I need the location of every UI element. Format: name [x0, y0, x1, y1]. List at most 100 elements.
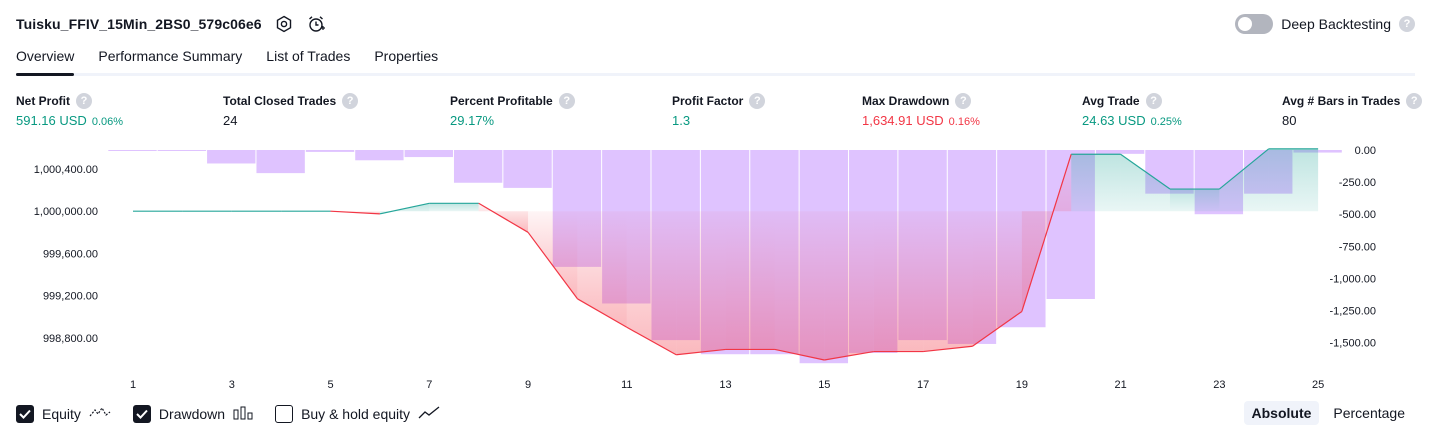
equity-fill-segment: [577, 211, 626, 327]
info-icon[interactable]: ?: [342, 93, 358, 109]
metric-avg-trade: Avg Trade? 24.63 USD 0.25%: [1082, 93, 1182, 128]
drawdown-bar: [306, 150, 354, 152]
strategy-header: Tuisku_FFIV_15Min_2BS0_579c06e6: [16, 12, 326, 36]
equity-fill-segment: [676, 211, 725, 355]
metric-net-profit: Net Profit? 591.16 USD 0.06%: [16, 93, 123, 128]
tab-performance-summary[interactable]: Performance Summary: [98, 46, 242, 73]
left-axis-tick-label: 999,600.00: [43, 248, 98, 260]
drawdown-bar: [256, 150, 304, 173]
x-axis-tick-label: 23: [1213, 379, 1225, 391]
metric-value: 1.3: [672, 113, 690, 128]
percentage-button[interactable]: Percentage: [1325, 401, 1413, 425]
left-axis-tick-label: 998,800.00: [43, 333, 98, 345]
metric-max-drawdown: Max Drawdown? 1,634.91 USD 0.16%: [862, 93, 980, 128]
metric-label: Percent Profitable: [450, 94, 553, 108]
metric-label: Net Profit: [16, 94, 70, 108]
equity-drawdown-chart[interactable]: 1,000,400.00 1,000,000.00 999,600.00 999,20…: [0, 140, 1431, 392]
info-icon[interactable]: ?: [1146, 93, 1162, 109]
drawdown-bar: [405, 150, 453, 157]
equity-fill-segment: [528, 211, 577, 299]
right-axis-tick-label: -250.00: [1339, 177, 1376, 189]
right-axis-tick-label: -1,500.00: [1330, 338, 1376, 350]
metric-avg-bars-in-trades: Avg # Bars in Trades? 80: [1282, 93, 1422, 128]
drawdown-label: Drawdown: [159, 406, 225, 422]
x-axis-tick-label: 11: [621, 379, 632, 391]
metric-percent: 0.16%: [949, 116, 980, 128]
equity-fill-segment: [627, 211, 676, 355]
left-axis-tick-label: 1,000,400.00: [34, 164, 98, 176]
metric-value: 24.63 USD: [1082, 113, 1146, 128]
metric-label: Avg Trade: [1082, 94, 1140, 108]
equity-fill-segment: [1269, 149, 1318, 211]
metric-value: 80: [1282, 113, 1296, 128]
equity-fill-segment: [824, 211, 873, 360]
deep-backtesting-label: Deep Backtesting: [1281, 16, 1391, 32]
buy-hold-label: Buy & hold equity: [301, 406, 410, 422]
metric-percent-profitable: Percent Profitable? 29.17%: [450, 93, 575, 128]
tab-list-of-trades[interactable]: List of Trades: [266, 46, 350, 73]
strategy-title: Tuisku_FFIV_15Min_2BS0_579c06e6: [16, 16, 262, 32]
drawdown-bar: [158, 150, 206, 151]
right-axis-tick-label: -1,000.00: [1330, 273, 1376, 285]
equity-fill-segment: [726, 211, 775, 349]
metric-label: Avg # Bars in Trades: [1282, 94, 1400, 108]
drawdown-bar: [503, 150, 551, 188]
x-axis-tick-label: 13: [719, 379, 731, 391]
tab-overview[interactable]: Overview: [16, 46, 74, 73]
x-axis-tick-label: 3: [229, 379, 235, 391]
x-axis-tick-label: 19: [1016, 379, 1028, 391]
display-mode: Absolute Percentage: [1244, 401, 1414, 425]
x-axis-tick-label: 5: [327, 379, 333, 391]
drawdown-bar: [355, 150, 403, 160]
x-axis-tick-label: 1: [130, 379, 136, 391]
right-axis-tick-label: -500.00: [1339, 209, 1376, 221]
drawdown-checkbox[interactable]: [133, 405, 151, 423]
metric-value: 1,634.91 USD: [862, 113, 944, 128]
right-axis-tick-label: -750.00: [1339, 241, 1376, 253]
buy-hold-checkbox[interactable]: [275, 405, 293, 423]
deep-backtesting-toggle[interactable]: [1235, 14, 1273, 34]
metric-label: Max Drawdown: [862, 94, 949, 108]
drawdown-bar: [108, 150, 156, 151]
drawdown-bars-icon: [233, 406, 253, 423]
info-icon[interactable]: ?: [749, 93, 765, 109]
settings-icon[interactable]: [274, 14, 294, 34]
legend-drawdown[interactable]: Drawdown: [133, 405, 253, 423]
equity-fill-segment: [923, 211, 972, 351]
info-icon[interactable]: ?: [559, 93, 575, 109]
equity-fill-segment: [1170, 189, 1219, 211]
deep-backtesting-help-icon[interactable]: ?: [1399, 16, 1415, 32]
equity-checkbox[interactable]: [16, 405, 34, 423]
legend-equity[interactable]: Equity: [16, 405, 111, 423]
metric-percent: 0.06%: [92, 116, 123, 128]
info-icon[interactable]: ?: [955, 93, 971, 109]
metric-label: Total Closed Trades: [223, 94, 336, 108]
metric-total-closed-trades: Total Closed Trades? 24: [223, 93, 358, 128]
tab-properties[interactable]: Properties: [374, 46, 438, 73]
buy-hold-line-icon: [418, 406, 440, 423]
drawdown-bar: [207, 150, 255, 163]
left-axis-tick-label: 1,000,000.00: [34, 206, 98, 218]
x-axis-tick-label: 15: [818, 379, 830, 391]
legend-buy-hold[interactable]: Buy & hold equity: [275, 405, 440, 423]
x-axis-tick-label: 25: [1312, 379, 1324, 391]
x-axis-tick-label: 17: [917, 379, 929, 391]
tab-bar: Overview Performance Summary List of Tra…: [16, 46, 1415, 76]
metric-value: 24: [223, 113, 237, 128]
drawdown-bar: [1096, 150, 1144, 154]
x-axis-tick-label: 9: [525, 379, 531, 391]
x-axis: 1 3 5 7 9 11 13 15 17 19 21 23 25: [130, 379, 1324, 391]
equity-fill-segment: [1071, 154, 1120, 211]
deep-backtesting: Deep Backtesting ?: [1235, 12, 1415, 36]
add-alert-icon[interactable]: [306, 14, 326, 34]
drawdown-bar: [454, 150, 502, 183]
right-axis-tick-label: 0.00: [1355, 145, 1376, 157]
absolute-button[interactable]: Absolute: [1244, 401, 1320, 425]
right-axis: 0.00-250.00-500.00-750.00-1,000.00-1,250…: [1330, 145, 1376, 350]
info-icon[interactable]: ?: [1406, 93, 1422, 109]
metric-value: 29.17%: [450, 113, 494, 128]
info-icon[interactable]: ?: [76, 93, 92, 109]
left-axis: 1,000,400.00 1,000,000.00 999,600.00 999,20…: [34, 164, 98, 345]
equity-line-icon: [89, 406, 111, 423]
metric-value: 591.16 USD: [16, 113, 87, 128]
